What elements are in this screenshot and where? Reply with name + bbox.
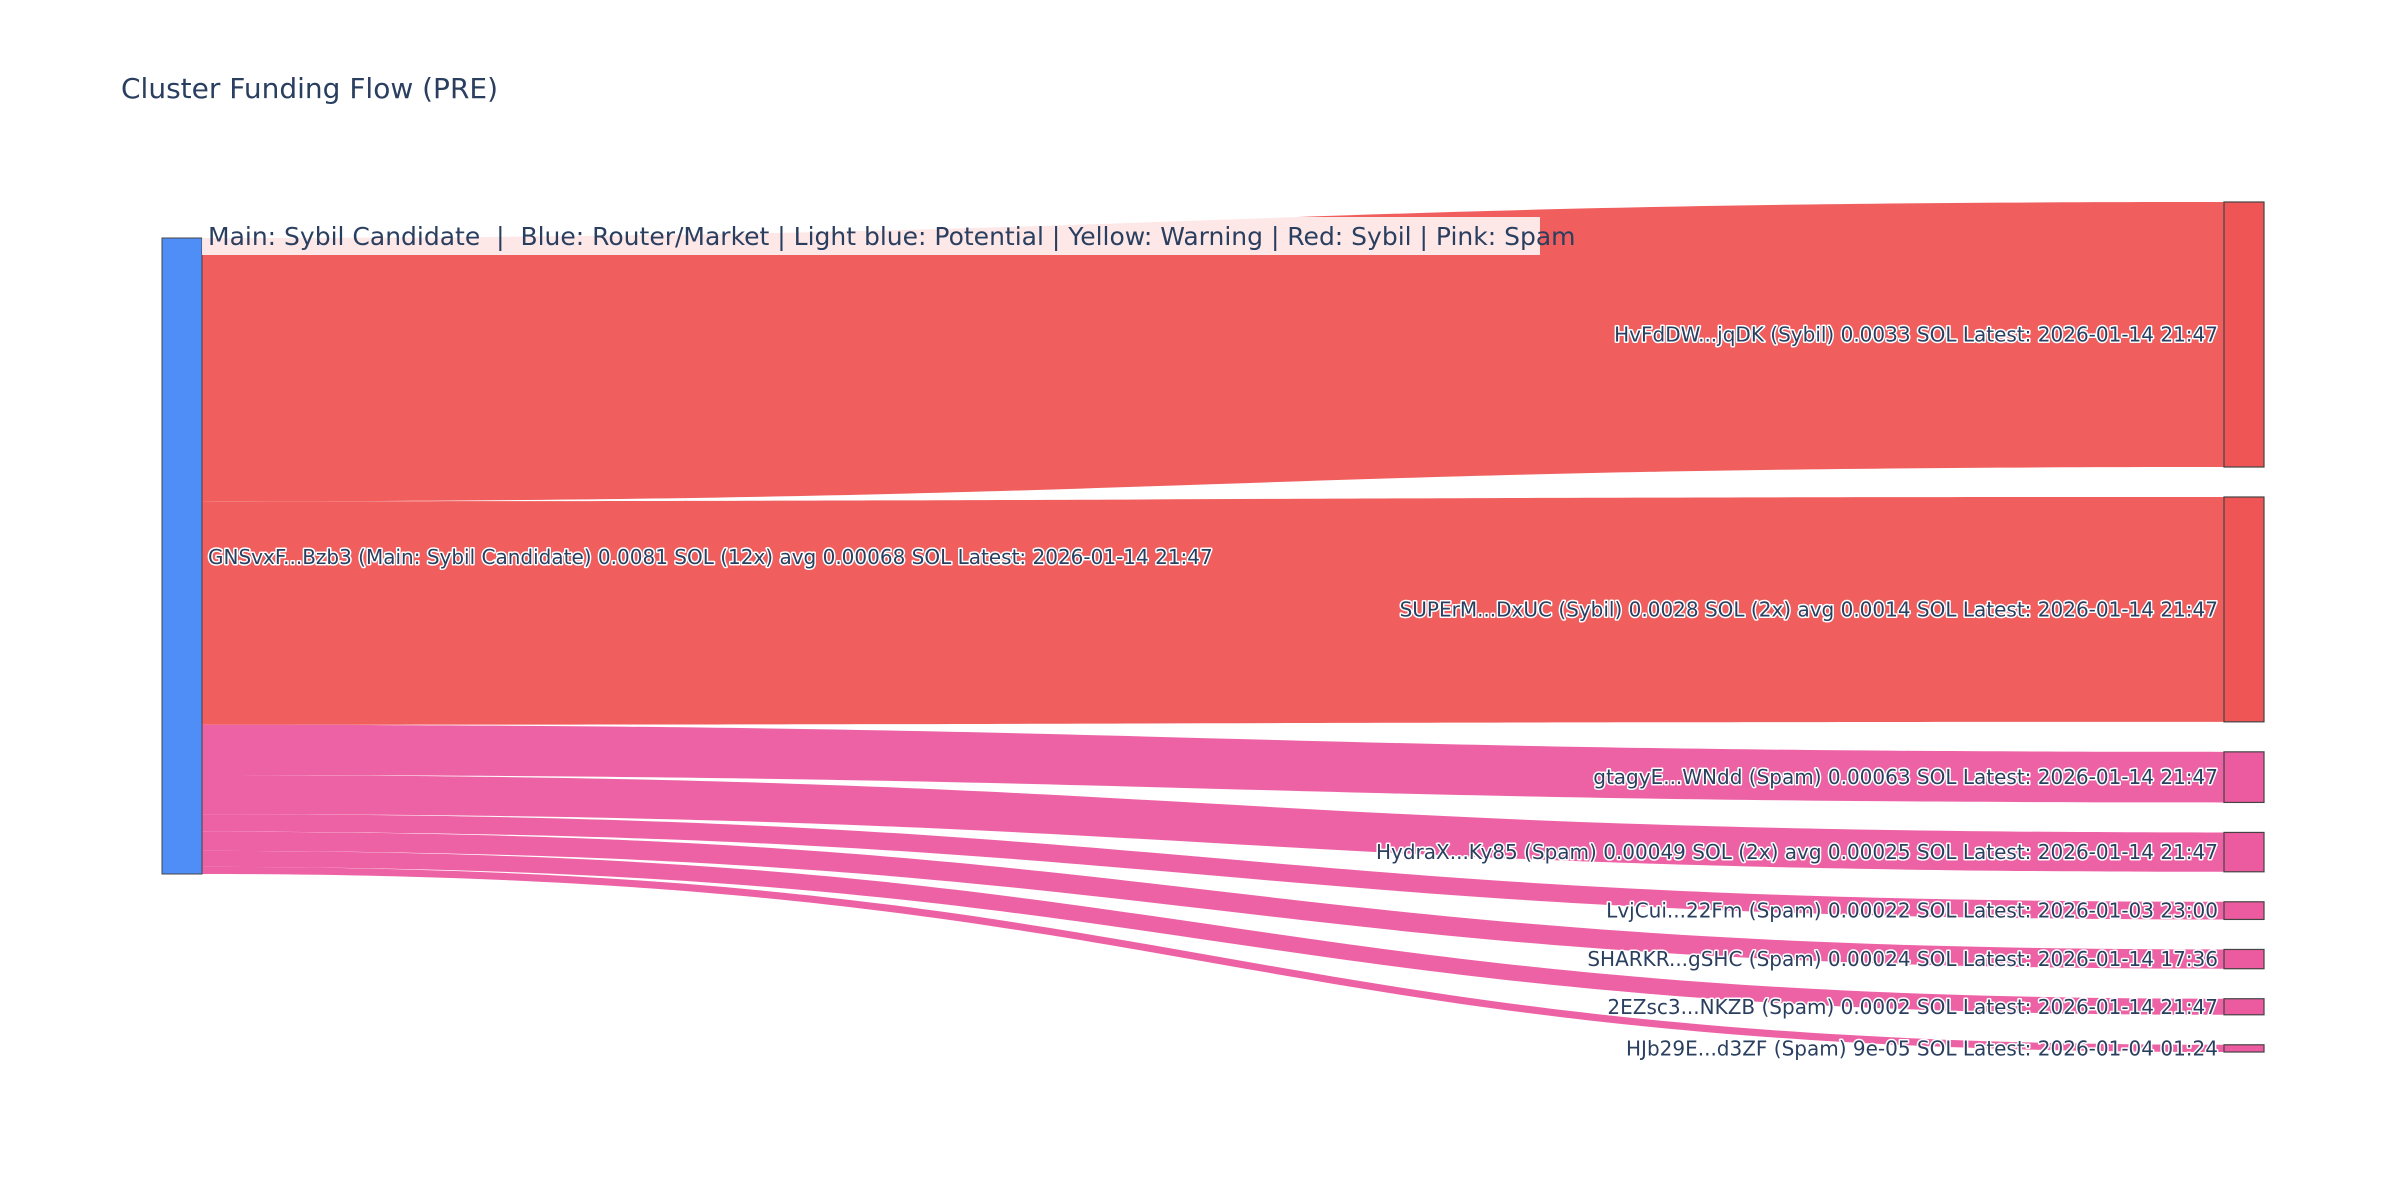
target-node-4: [2223, 831, 2265, 873]
source-label: GNSvxF...Bzb3 (Main: Sybil Candidate) 0.…: [208, 545, 1213, 569]
target-node-2: [2223, 496, 2265, 723]
chart-title: Cluster Funding Flow (PRE): [121, 72, 499, 105]
legend-background: [202, 217, 1540, 255]
target-label-2: SUPErM...DxUC (Sybil) 0.0028 SOL (2x) av…: [1400, 597, 2218, 621]
sankey-links: [202, 202, 2224, 1053]
target-label-6: SHARKR...gSHC (Spam) 0.00024 SOL Latest:…: [1587, 947, 2218, 971]
target-node-1: [2223, 201, 2265, 468]
target-label-8: HJb29E...d3ZF (Spam) 9e-05 SOL Latest: 2…: [1626, 1036, 2218, 1060]
flow-link-2: [202, 497, 2224, 725]
sankey-labels: HvFdDW...jqDK (Sybil) 0.0033 SOL Latest:…: [207, 321, 2220, 1062]
target-node-5: [2223, 901, 2265, 921]
legend: Main: Sybil Candidate | Blue: Router/Mar…: [202, 217, 1576, 255]
target-node-6: [2223, 948, 2265, 970]
legend-text: Main: Sybil Candidate | Blue: Router/Mar…: [208, 222, 1576, 251]
target-label-7: 2EZsc3...NKZB (Spam) 0.0002 SOL Latest: …: [1607, 995, 2218, 1019]
flow-link-6: [202, 831, 2224, 969]
sankey-nodes: [161, 201, 2265, 1053]
target-label-5: LvjCui...22Fm (Spam) 0.00022 SOL Latest:…: [1606, 899, 2218, 923]
target-node-3: [2223, 751, 2265, 804]
target-node-8: [2223, 1044, 2265, 1053]
source-node: [161, 237, 203, 875]
flow-link-3: [202, 724, 2224, 803]
flow-link-7: [202, 850, 2224, 1015]
target-node-7: [2223, 998, 2265, 1016]
flow-link-8: [202, 866, 2224, 1053]
flow-link-1: [202, 202, 2224, 502]
target-label-3: gtagyE...WNdd (Spam) 0.00063 SOL Latest:…: [1593, 765, 2218, 789]
target-label-1: HvFdDW...jqDK (Sybil) 0.0033 SOL Latest:…: [1614, 323, 2218, 347]
flow-link-4: [202, 775, 2224, 872]
flow-link-5: [202, 814, 2224, 920]
target-label-4: HydraX...Ky85 (Spam) 0.00049 SOL (2x) av…: [1376, 840, 2218, 864]
